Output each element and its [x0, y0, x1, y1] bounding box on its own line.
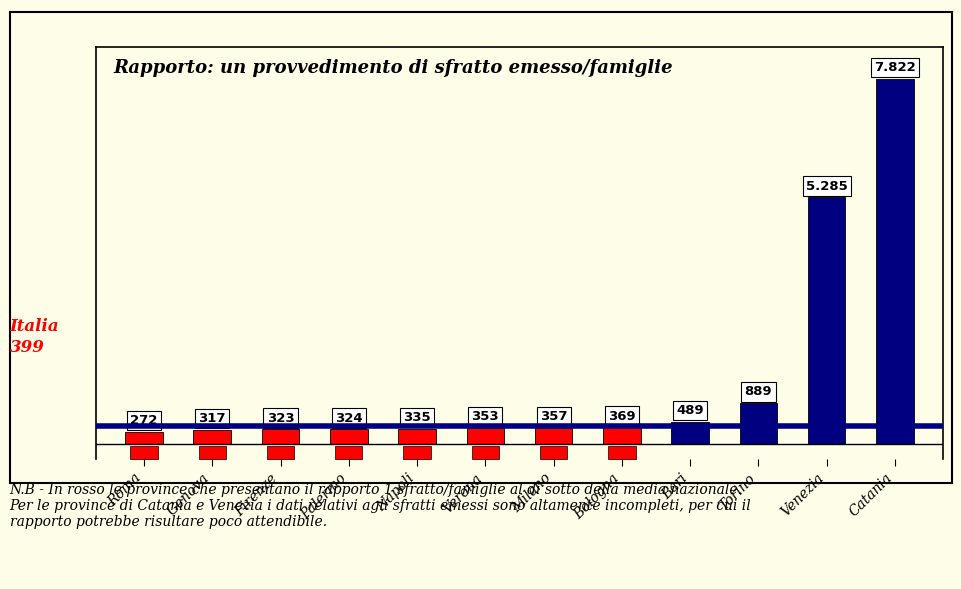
- Bar: [607, 446, 635, 459]
- Bar: [198, 446, 226, 459]
- Bar: [807, 197, 845, 445]
- Bar: [603, 427, 640, 445]
- Bar: [466, 428, 504, 445]
- Text: 323: 323: [266, 412, 294, 425]
- Text: 7.822: 7.822: [874, 61, 915, 74]
- Bar: [534, 428, 572, 445]
- Text: 889: 889: [744, 385, 772, 398]
- Text: N.B - In rosso le province che presentano il rapporto 1 sfratto/famiglie al di s: N.B - In rosso le province che presentan…: [10, 483, 751, 530]
- Text: Rapporto: un provvedimento di sfratto emesso/famiglie: Rapporto: un provvedimento di sfratto em…: [113, 59, 672, 78]
- Bar: [671, 422, 708, 445]
- Bar: [471, 446, 499, 459]
- Text: 489: 489: [676, 404, 703, 417]
- Bar: [266, 446, 294, 459]
- Bar: [125, 432, 162, 445]
- Bar: [130, 446, 158, 459]
- Text: 335: 335: [403, 411, 431, 424]
- Text: 357: 357: [539, 410, 567, 423]
- Bar: [403, 446, 431, 459]
- Bar: [193, 429, 231, 445]
- Text: Italia: Italia: [10, 319, 60, 335]
- Bar: [875, 79, 913, 445]
- Bar: [334, 446, 362, 459]
- Text: 324: 324: [334, 412, 362, 425]
- Bar: [330, 429, 367, 445]
- Bar: [261, 429, 299, 445]
- Text: 317: 317: [198, 412, 226, 425]
- Bar: [398, 429, 435, 445]
- Text: 272: 272: [130, 414, 158, 427]
- Text: 5.285: 5.285: [805, 180, 847, 193]
- Text: 369: 369: [607, 409, 635, 422]
- Text: 353: 353: [471, 411, 499, 423]
- Bar: [539, 446, 567, 459]
- Bar: [739, 403, 776, 445]
- Text: 399: 399: [10, 339, 44, 356]
